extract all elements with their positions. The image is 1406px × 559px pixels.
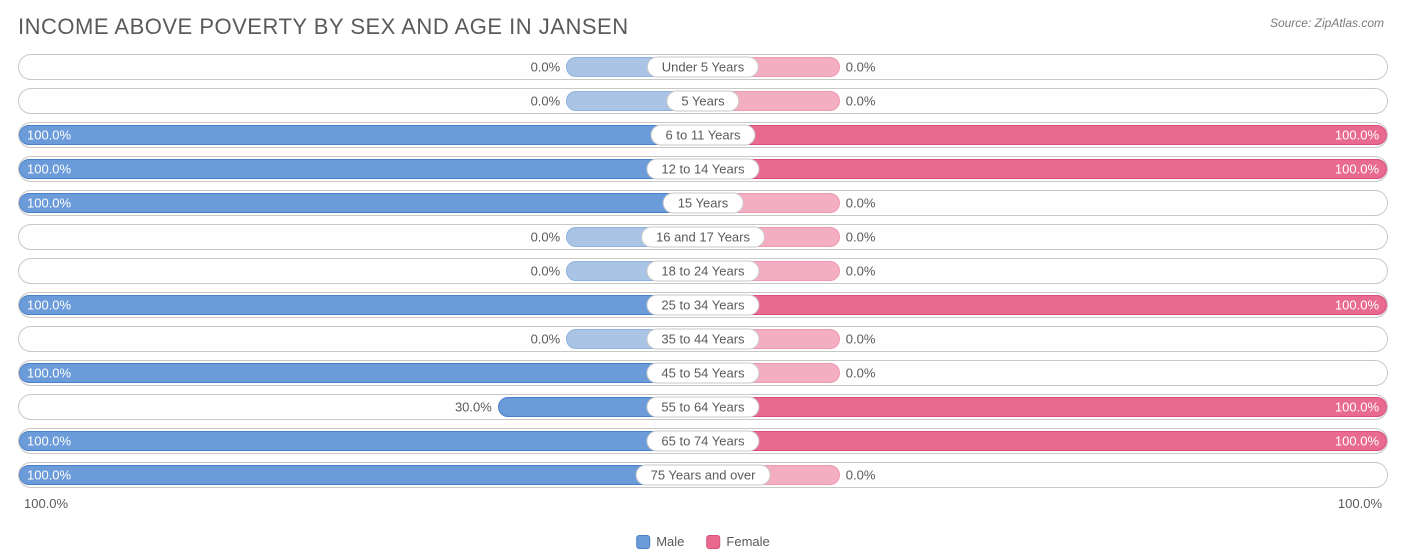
female-value: 0.0% xyxy=(846,366,876,381)
chart-row: 0.0% 0.0% 5 Years xyxy=(18,88,1388,114)
male-value: 0.0% xyxy=(531,230,561,245)
chart-row: 0.0% 0.0% Under 5 Years xyxy=(18,54,1388,80)
female-value: 0.0% xyxy=(846,60,876,75)
female-bar xyxy=(703,397,1387,417)
female-value: 0.0% xyxy=(846,230,876,245)
chart-row: 0.0% 0.0% 18 to 24 Years xyxy=(18,258,1388,284)
chart-row: 100.0% 100.0% 6 to 11 Years xyxy=(18,122,1388,148)
male-bar xyxy=(19,159,703,179)
category-label: 25 to 34 Years xyxy=(646,295,759,316)
category-label: 16 and 17 Years xyxy=(641,227,765,248)
category-label: 12 to 14 Years xyxy=(646,159,759,180)
female-value: 0.0% xyxy=(846,468,876,483)
male-bar xyxy=(19,295,703,315)
female-value: 100.0% xyxy=(1335,128,1379,143)
category-label: 55 to 64 Years xyxy=(646,397,759,418)
chart-row: 100.0% 0.0% 45 to 54 Years xyxy=(18,360,1388,386)
female-bar xyxy=(703,431,1387,451)
female-value: 100.0% xyxy=(1335,434,1379,449)
legend-male-label: Male xyxy=(656,534,684,549)
male-bar xyxy=(19,125,703,145)
category-label: 15 Years xyxy=(663,193,744,214)
chart-title: INCOME ABOVE POVERTY BY SEX AND AGE IN J… xyxy=(18,14,1388,40)
chart-row: 0.0% 0.0% 35 to 44 Years xyxy=(18,326,1388,352)
male-value: 100.0% xyxy=(27,468,71,483)
chart-row: 100.0% 100.0% 25 to 34 Years xyxy=(18,292,1388,318)
chart-row: 100.0% 0.0% 75 Years and over xyxy=(18,462,1388,488)
x-axis: 100.0% 100.0% xyxy=(18,496,1388,511)
category-label: 18 to 24 Years xyxy=(646,261,759,282)
chart-row: 100.0% 0.0% 15 Years xyxy=(18,190,1388,216)
legend-female-label: Female xyxy=(726,534,769,549)
male-bar xyxy=(19,465,703,485)
chart-row: 100.0% 100.0% 12 to 14 Years xyxy=(18,156,1388,182)
female-bar xyxy=(703,125,1387,145)
male-value: 0.0% xyxy=(531,332,561,347)
female-value: 100.0% xyxy=(1335,298,1379,313)
category-label: 45 to 54 Years xyxy=(646,363,759,384)
male-value: 100.0% xyxy=(27,128,71,143)
male-value: 0.0% xyxy=(531,60,561,75)
legend-female: Female xyxy=(706,534,769,549)
female-value: 100.0% xyxy=(1335,400,1379,415)
female-bar xyxy=(703,159,1387,179)
chart-row: 0.0% 0.0% 16 and 17 Years xyxy=(18,224,1388,250)
legend: Male Female xyxy=(636,534,770,549)
chart-row: 30.0% 100.0% 55 to 64 Years xyxy=(18,394,1388,420)
male-value: 0.0% xyxy=(531,264,561,279)
female-value: 0.0% xyxy=(846,196,876,211)
female-value: 100.0% xyxy=(1335,162,1379,177)
male-value: 100.0% xyxy=(27,298,71,313)
male-bar xyxy=(19,363,703,383)
legend-male: Male xyxy=(636,534,684,549)
female-bar xyxy=(703,295,1387,315)
chart-row: 100.0% 100.0% 65 to 74 Years xyxy=(18,428,1388,454)
axis-right-label: 100.0% xyxy=(1338,496,1382,511)
male-value: 100.0% xyxy=(27,162,71,177)
male-value: 100.0% xyxy=(27,434,71,449)
male-bar xyxy=(19,431,703,451)
male-swatch-icon xyxy=(636,535,650,549)
male-value: 100.0% xyxy=(27,196,71,211)
butterfly-chart: 0.0% 0.0% Under 5 Years 0.0% 0.0% 5 Years 100.… xyxy=(18,54,1388,488)
female-value: 0.0% xyxy=(846,332,876,347)
category-label: 65 to 74 Years xyxy=(646,431,759,452)
category-label: 35 to 44 Years xyxy=(646,329,759,350)
male-value: 30.0% xyxy=(455,400,492,415)
axis-left-label: 100.0% xyxy=(24,496,68,511)
male-value: 100.0% xyxy=(27,366,71,381)
male-value: 0.0% xyxy=(531,94,561,109)
category-label: 6 to 11 Years xyxy=(651,125,756,146)
female-swatch-icon xyxy=(706,535,720,549)
category-label: 5 Years xyxy=(666,91,739,112)
category-label: Under 5 Years xyxy=(647,57,759,78)
female-value: 0.0% xyxy=(846,94,876,109)
female-value: 0.0% xyxy=(846,264,876,279)
source-label: Source: ZipAtlas.com xyxy=(1270,16,1384,30)
category-label: 75 Years and over xyxy=(636,465,771,486)
male-bar xyxy=(19,193,703,213)
